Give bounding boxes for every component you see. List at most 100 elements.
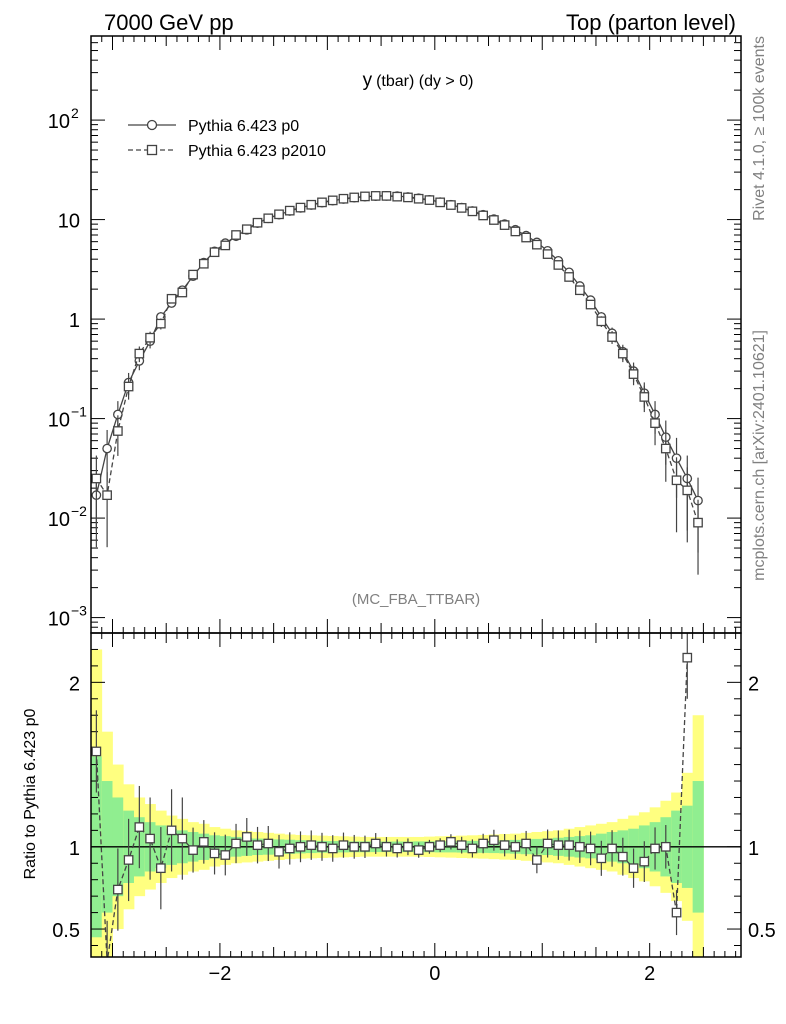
ratio-data-point (660, 841, 671, 852)
y-tick-exponent: 2 (71, 105, 79, 121)
data-point-square (123, 381, 134, 392)
ratio-data-point (241, 832, 252, 842)
header-left: 7000 GeV pp (104, 10, 234, 35)
mcplots-label: mcplots.cern.ch [arXiv:2401.10621] (751, 330, 768, 581)
rivet-label: Rivet 4.1.0, ≥ 100k events (751, 36, 768, 221)
ratio-data-point (274, 846, 284, 857)
data-point-square (456, 203, 467, 213)
ratio-data-point (177, 833, 188, 844)
ratio-data-point (103, 958, 111, 966)
ratio-data-point (134, 822, 145, 832)
data-point-square (446, 200, 456, 210)
ratio-data-point (650, 843, 660, 854)
data-point-square (231, 230, 241, 240)
data-point-square (607, 332, 617, 342)
data-point-square (403, 192, 413, 203)
y-tick-exponent: −1 (71, 404, 87, 420)
ratio-data-point (478, 838, 488, 849)
ratio-data-point (370, 838, 381, 849)
ratio-data-point (574, 841, 585, 852)
ratio-data-point (113, 884, 123, 895)
ratio-line (95, 657, 688, 957)
data-point-square (521, 232, 531, 243)
data-point-square (209, 247, 220, 258)
data-point-square (671, 475, 682, 486)
data-point-square (295, 202, 306, 213)
data-point-square (435, 197, 446, 208)
ratio-data-point (306, 840, 317, 851)
main-title-sub: (tbar) (dy > 0) (376, 73, 473, 90)
ratio-series-p2010 (91, 633, 693, 966)
plot-frames (90, 35, 742, 958)
ratio-data-point (381, 841, 392, 852)
ratio-data-point (349, 841, 360, 852)
ratio-axis-ticks: 0.5 0.5 1 1 2 2 −2 0 2 (52, 633, 776, 985)
data-point-square (370, 191, 381, 201)
ratio-data-point (209, 848, 220, 859)
ratio-data-point (682, 652, 693, 663)
ratio-data-point (542, 838, 553, 849)
ratio-data-point (456, 840, 467, 851)
ratio-data-point (295, 841, 306, 852)
data-point-square (102, 490, 112, 501)
data-point-square (327, 195, 338, 206)
data-point-square (564, 272, 574, 282)
ratio-data-point (607, 843, 617, 854)
data-point-square (693, 517, 703, 528)
data-point-square (177, 287, 188, 298)
ratio-data-point (628, 863, 639, 874)
data-point-square (467, 206, 478, 217)
ratio-data-point (252, 840, 263, 851)
data-point-square (628, 369, 639, 379)
data-point-square (617, 348, 628, 359)
y-tick-label: 10 (48, 111, 70, 133)
data-point-square (166, 293, 177, 304)
data-point-square (574, 285, 585, 296)
legend: Pythia 6.423 p0 Pythia 6.423 p2010 (128, 118, 326, 160)
ratio-y-tick-label: 0.5 (52, 920, 80, 942)
ratio-data-point (166, 825, 177, 836)
data-point-square (317, 197, 327, 208)
data-point-square (542, 249, 553, 259)
data-point-square (349, 192, 360, 203)
ratio-data-point (510, 841, 521, 852)
data-point-square (284, 205, 295, 216)
legend-label-p2010: Pythia 6.423 p2010 (188, 143, 326, 160)
ratio-data-point (360, 841, 370, 852)
series-p2010 (91, 191, 703, 575)
data-point-square (532, 239, 542, 250)
data-point-square (134, 348, 145, 359)
data-point-square (220, 240, 231, 251)
ratio-data-point (413, 845, 424, 855)
data-point-square (360, 191, 370, 202)
ratio-data-point (617, 851, 628, 862)
ratio-data-point (317, 841, 327, 852)
header-right: Top (parton level) (566, 10, 736, 35)
ratio-y-tick-label-right: 2 (748, 673, 759, 695)
ratio-data-point (263, 838, 274, 849)
ratio-data-point (596, 853, 607, 864)
data-point-square (553, 260, 564, 270)
x-tick-label: 0 (429, 963, 440, 985)
ratio-y-tick-label-right: 1 (748, 838, 759, 860)
data-point-square (241, 224, 252, 235)
data-point-square (263, 213, 274, 224)
data-point-square (392, 191, 403, 202)
data-point-square (424, 195, 435, 205)
ratio-data-point (585, 843, 596, 854)
data-point-square (306, 199, 317, 210)
data-point-square (188, 269, 198, 280)
ratio-band-layer (91, 649, 741, 957)
ratio-data-point (639, 856, 650, 867)
data-point-square (198, 258, 209, 269)
ratio-data-point (521, 838, 531, 849)
data-point-square (338, 193, 349, 204)
ratio-data-point (467, 843, 478, 854)
data-point-square (413, 193, 424, 204)
data-point-square (682, 485, 693, 496)
analysis-watermark: (MC_FBA_TTBAR) (352, 591, 480, 608)
data-point-square (585, 299, 596, 310)
y-tick-exponent: −3 (71, 603, 87, 619)
legend-label-p0: Pythia 6.423 p0 (188, 118, 299, 135)
